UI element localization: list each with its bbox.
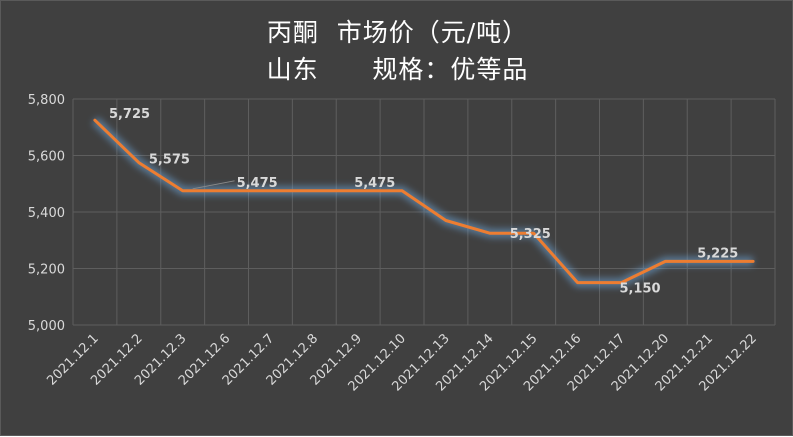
series-line bbox=[93, 118, 755, 285]
axis-ticks: 5,0005,2005,4005,6005,8002021.12.12021.1… bbox=[28, 93, 760, 394]
data-label: 5,150 bbox=[619, 282, 660, 297]
data-labels: 5,725 5,575 5,475 5,475 5,325 5,150 5,225 bbox=[109, 107, 738, 296]
data-label: 5,475 bbox=[354, 176, 395, 191]
data-label: 5,475 bbox=[237, 176, 278, 191]
chart-title-line-2: 山东 规格：优等品 bbox=[266, 55, 529, 84]
y-tick-label: 5,800 bbox=[28, 93, 65, 108]
data-label: 5,725 bbox=[109, 107, 150, 122]
series-layer bbox=[91, 116, 755, 288]
y-tick-label: 5,000 bbox=[28, 319, 65, 334]
data-label: 5,325 bbox=[510, 227, 551, 242]
chart-title-line-1: 丙酮 市场价（元/吨） bbox=[266, 18, 529, 47]
y-tick-label: 5,600 bbox=[28, 150, 65, 165]
y-tick-label: 5,400 bbox=[28, 206, 65, 221]
leader-line bbox=[192, 180, 235, 190]
data-label: 5,575 bbox=[149, 153, 190, 168]
data-label: 5,225 bbox=[697, 246, 738, 261]
grid-lines bbox=[72, 98, 776, 326]
y-tick-label: 5,200 bbox=[28, 263, 65, 278]
